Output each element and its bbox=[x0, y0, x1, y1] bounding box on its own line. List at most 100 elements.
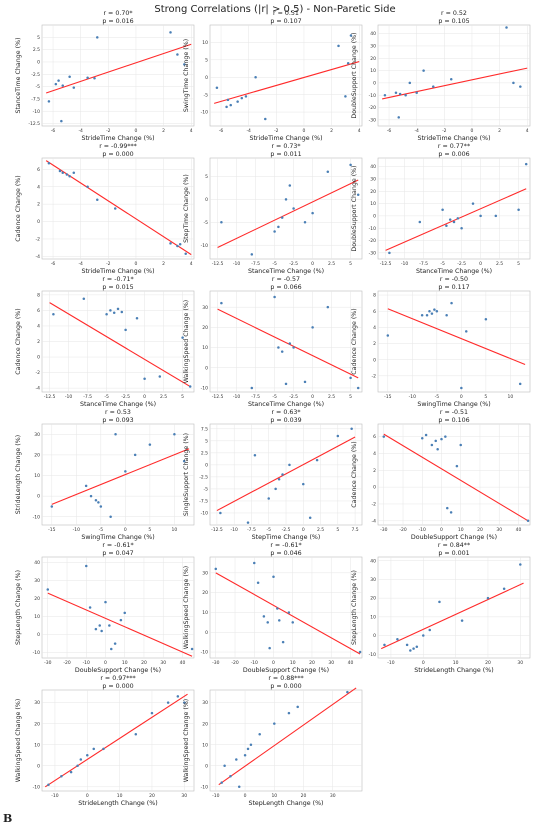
y-tick-label: 2 bbox=[37, 202, 40, 208]
data-point bbox=[281, 640, 285, 644]
data-point bbox=[358, 650, 362, 654]
data-point bbox=[517, 208, 520, 211]
y-tick-label: 40 bbox=[370, 164, 376, 170]
data-point bbox=[408, 81, 412, 85]
x-tick-label: -10 bbox=[387, 660, 394, 666]
y-tick-label: 0 bbox=[37, 494, 40, 500]
r-value: r = 0.77** bbox=[438, 143, 470, 150]
x-tick-label: -6 bbox=[51, 128, 56, 134]
y-axis-label: StrideLength Change (%) bbox=[15, 435, 22, 514]
data-point bbox=[169, 242, 172, 245]
x-tick-label: 10 bbox=[453, 660, 459, 666]
y-tick-label: 20 bbox=[370, 596, 376, 602]
data-point bbox=[253, 454, 257, 457]
data-point bbox=[425, 313, 429, 317]
data-point bbox=[422, 69, 425, 72]
x-tick-label: -7.5 bbox=[251, 394, 260, 400]
x-tick-label: -5 bbox=[266, 527, 271, 533]
data-point bbox=[148, 443, 152, 446]
x-tick-label: 5 bbox=[336, 527, 339, 533]
y-tick-label: -10 bbox=[201, 243, 208, 249]
p-value: p = 0.039 bbox=[270, 417, 301, 424]
data-point bbox=[225, 105, 228, 109]
data-point bbox=[123, 611, 126, 615]
x-tick-label: 40 bbox=[180, 660, 186, 666]
data-point bbox=[344, 95, 347, 98]
x-tick-label: -10 bbox=[233, 261, 240, 267]
data-point bbox=[229, 103, 232, 107]
x-tick-label: 0 bbox=[440, 527, 443, 533]
y-tick-label: 30 bbox=[202, 305, 208, 311]
p-value: p = 0.106 bbox=[438, 417, 469, 424]
x-tick-label: -10 bbox=[51, 793, 58, 799]
x-tick-label: 0 bbox=[422, 660, 425, 666]
data-point bbox=[428, 309, 431, 313]
x-tick-label: -12.5 bbox=[380, 261, 392, 267]
data-point bbox=[432, 85, 435, 88]
data-point bbox=[273, 295, 276, 299]
y-tick-label: -2 bbox=[372, 502, 377, 508]
data-point bbox=[460, 386, 463, 390]
data-point bbox=[108, 624, 111, 627]
data-point bbox=[449, 77, 453, 81]
data-point bbox=[133, 453, 137, 457]
y-axis-label: SwingTime Change (%) bbox=[183, 39, 190, 112]
x-tick-label: 20 bbox=[485, 660, 491, 666]
data-point bbox=[415, 91, 418, 94]
data-point bbox=[116, 307, 120, 311]
x-tick-label: -20 bbox=[399, 527, 406, 533]
data-point bbox=[445, 224, 448, 227]
x-axis-label: StepLength Change (%) bbox=[248, 800, 323, 807]
fit-line bbox=[213, 61, 360, 104]
data-point bbox=[110, 647, 113, 651]
data-point bbox=[445, 313, 448, 317]
x-tick-label: 0 bbox=[124, 527, 127, 533]
data-point bbox=[249, 743, 253, 746]
x-tick-label: -12.5 bbox=[211, 527, 223, 533]
data-point bbox=[484, 318, 488, 321]
data-point bbox=[288, 184, 292, 187]
plot-frame bbox=[41, 24, 195, 127]
x-tick-label: -2.5 bbox=[457, 261, 466, 267]
x-tick-label: 10 bbox=[271, 793, 277, 799]
data-point bbox=[337, 44, 340, 48]
x-axis-label: StrideTime Change (%) bbox=[81, 135, 154, 142]
y-tick-label: -30 bbox=[369, 250, 376, 256]
data-point bbox=[173, 433, 176, 436]
data-point bbox=[326, 305, 330, 309]
y-tick-label: 2 bbox=[373, 468, 376, 474]
x-tick-label: -20 bbox=[63, 660, 70, 666]
fit-line bbox=[45, 43, 192, 94]
data-point bbox=[459, 443, 462, 447]
plot-frame bbox=[377, 157, 531, 260]
x-tick-label: -5 bbox=[104, 394, 109, 400]
x-tick-label: -2 bbox=[106, 128, 111, 134]
y-tick-label: 5 bbox=[205, 438, 208, 444]
y-tick-label: 2 bbox=[37, 339, 40, 345]
y-axis-label: Cadence Change (%) bbox=[351, 441, 358, 507]
fit-line bbox=[215, 572, 361, 655]
data-point bbox=[424, 433, 428, 437]
y-tick-label: 40 bbox=[34, 560, 40, 566]
x-tick-label: 0 bbox=[460, 394, 463, 400]
data-point bbox=[258, 732, 261, 736]
data-point bbox=[448, 218, 452, 221]
y-tick-label: -10 bbox=[201, 511, 208, 517]
y-tick-label: 10 bbox=[202, 40, 208, 46]
x-tick-label: -30 bbox=[212, 660, 219, 666]
x-axis-label: StrideLength Change (%) bbox=[414, 667, 493, 674]
y-tick-label: 10 bbox=[370, 201, 376, 207]
x-tick-label: 5 bbox=[181, 394, 184, 400]
y-tick-label: 0 bbox=[37, 632, 40, 638]
data-point bbox=[250, 253, 254, 256]
data-point bbox=[422, 634, 425, 637]
y-tick-label: -2 bbox=[36, 237, 41, 243]
y-tick-label: 0 bbox=[373, 80, 376, 86]
data-point bbox=[502, 587, 506, 591]
x-tick-label: 0 bbox=[311, 394, 314, 400]
x-tick-label: -12.5 bbox=[212, 394, 224, 400]
y-tick-label: -10 bbox=[33, 514, 40, 520]
x-tick-label: -5 bbox=[272, 261, 277, 267]
data-point bbox=[229, 775, 232, 778]
y-tick-label: 10 bbox=[202, 742, 208, 748]
